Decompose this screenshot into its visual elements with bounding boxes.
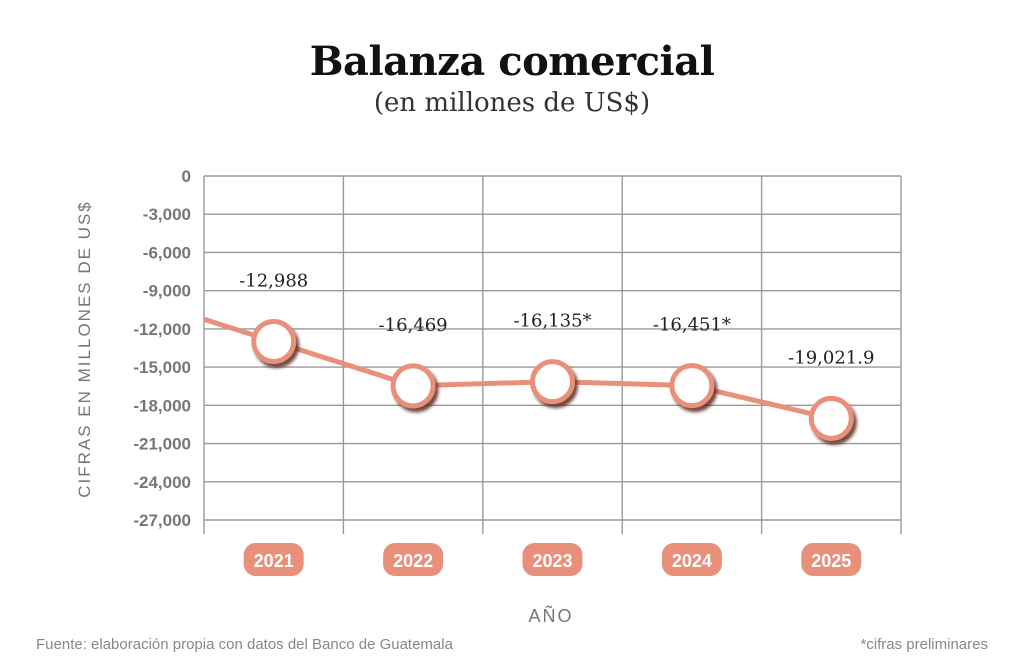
- year-badge: [383, 543, 444, 576]
- y-tick-label: -18,000: [133, 396, 191, 415]
- data-label: -19,021.9: [788, 347, 874, 368]
- y-tick-label: 0: [182, 167, 191, 186]
- y-tick-label: -12,000: [133, 320, 191, 339]
- series-markers: [251, 318, 854, 441]
- y-tick-label: -21,000: [133, 435, 191, 454]
- chart-title: Balanza comercial: [309, 38, 715, 85]
- x-tick-label: 2024: [672, 551, 712, 571]
- x-axis-ticks: 2021 2022 2023 2024 2025: [243, 543, 862, 576]
- preliminary-note: *cifras preliminares: [860, 636, 988, 653]
- x-axis-label: AÑO: [528, 605, 573, 626]
- year-badge: [522, 543, 583, 576]
- data-label: -12,988: [239, 270, 308, 291]
- x-tick-label: 2022: [393, 551, 433, 571]
- y-tick-label: -24,000: [133, 473, 191, 492]
- y-tick-label: -27,000: [133, 511, 191, 530]
- data-label: -16,135*: [513, 311, 591, 332]
- data-labels: -12,988 -16,469 -16,135* -16,451* -19,021.9: [239, 270, 874, 368]
- data-point-marker: [251, 318, 297, 364]
- year-badge: [661, 543, 722, 576]
- x-tick-label: 2021: [254, 551, 294, 571]
- source-note: Fuente: elaboración propia con datos del…: [36, 636, 453, 653]
- year-badge: [801, 543, 862, 576]
- x-tick-label: 2025: [811, 551, 851, 571]
- y-axis-ticks: 0 -3,000 -6,000 -9,000 -12,000 -15,000 -18,000…: [133, 167, 191, 530]
- data-label: -16,469: [379, 315, 448, 336]
- data-point-marker: [669, 363, 715, 409]
- x-tick-label: 2023: [532, 551, 572, 571]
- year-badge: [243, 543, 304, 576]
- y-tick-label: -15,000: [133, 358, 191, 377]
- y-tick-label: -6,000: [143, 243, 191, 262]
- data-point-marker: [530, 359, 575, 405]
- data-point-marker: [390, 363, 436, 409]
- series-line: [203, 316, 832, 421]
- data-label: -16,451*: [653, 315, 731, 336]
- trend-line: [203, 316, 832, 421]
- y-tick-label: -3,000: [143, 205, 191, 224]
- y-tick-label: -9,000: [143, 282, 191, 301]
- data-point-marker: [808, 395, 854, 441]
- y-axis-label: CIFRAS EN MILLONES DE US$: [75, 200, 94, 498]
- chart-subtitle: (en millones de US$): [373, 88, 651, 118]
